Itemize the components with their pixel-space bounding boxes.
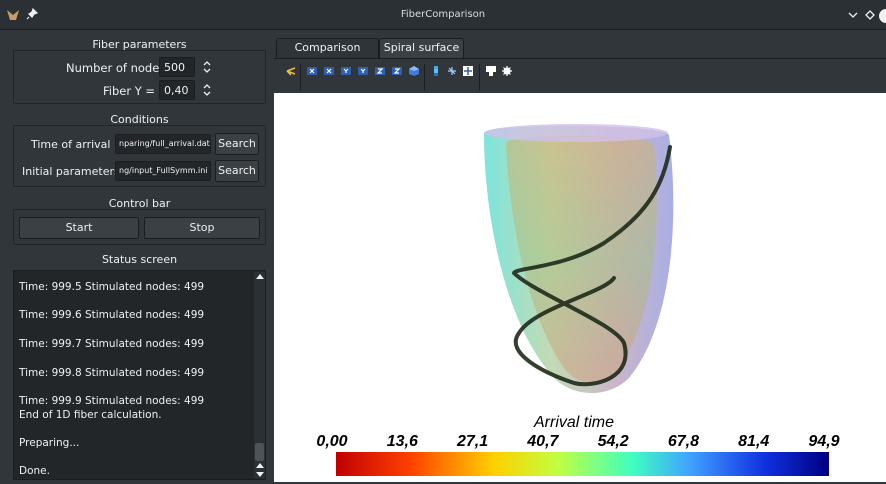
spin-arrows-icon[interactable] <box>202 59 212 75</box>
toolbar-separator <box>300 64 301 90</box>
scroll-down-icon[interactable] <box>256 462 264 478</box>
tab-spiral-surface[interactable]: Spiral surface <box>379 38 464 58</box>
scroll-up-icon[interactable] <box>256 273 264 279</box>
save-icon[interactable] <box>486 66 496 76</box>
spiral-surface-render[interactable]: Arrival time 0,00 13,6 27,1 40,7 54,2 67,8 81,… <box>274 93 886 482</box>
colorbar-tick-label: 13,6 <box>387 433 418 450</box>
view-neg-z-icon[interactable] <box>392 66 402 76</box>
toolbar-separator <box>424 64 425 90</box>
arrival-file-input[interactable]: nparing/full_arrival.dat <box>115 134 211 154</box>
colorbar <box>336 452 829 476</box>
colorbar-tick-label: 54,2 <box>598 433 629 450</box>
status-line: Preparing... <box>19 437 80 449</box>
fiber-parameters-group <box>13 50 266 104</box>
app-logo-icon <box>7 10 19 20</box>
colorbar-tick-label: 0,00 <box>316 433 347 450</box>
nodes-spinbox[interactable]: 500 <box>159 57 211 77</box>
nodes-value: 500 <box>164 61 185 74</box>
axes-icon[interactable] <box>286 66 296 76</box>
toolbar-separator <box>479 64 480 90</box>
fit-icon[interactable] <box>463 66 473 76</box>
status-line: End of 1D fiber calculation. <box>19 409 162 421</box>
status-line: Time: 999.8 Stimulated nodes: 499 <box>19 367 205 379</box>
fiber-parameters-title: Fiber parameters <box>92 38 187 51</box>
view-iso-icon[interactable] <box>409 66 419 76</box>
status-line: Time: 999.5 Stimulated nodes: 499 <box>19 281 205 293</box>
colorbar-tick-label: 27,1 <box>456 433 488 450</box>
control-bar-group <box>13 209 266 245</box>
spin-arrows-icon[interactable] <box>202 82 212 98</box>
fiber-spiral <box>511 145 672 387</box>
colorbar-icon[interactable] <box>431 66 441 76</box>
title-bar: FiberComparison <box>0 0 886 30</box>
rotate-icon[interactable] <box>447 66 457 76</box>
view-x-icon[interactable] <box>307 66 317 76</box>
tab-comparison-graph[interactable]: Comparison graph <box>276 38 379 72</box>
status-line: Done. <box>19 465 50 477</box>
initial-file-value: ng/input_FullSymm.ini <box>119 166 208 175</box>
status-line: Time: 999.6 Stimulated nodes: 499 <box>19 309 205 321</box>
arrival-label: Time of arrival <box>31 138 111 151</box>
view-z-icon[interactable] <box>375 66 385 76</box>
colorbar-title: Arrival time <box>533 414 614 431</box>
nodes-label: Number of nodes: <box>66 61 170 75</box>
initial-search-button[interactable]: Search <box>215 160 259 182</box>
close-button[interactable] <box>879 9 886 23</box>
colorbar-tick-label: 40,7 <box>526 433 559 450</box>
fiber-y-spinbox[interactable]: 0,40 <box>159 80 211 100</box>
pin-icon[interactable] <box>26 8 38 20</box>
colorbar-tick-label: 94,9 <box>808 433 839 450</box>
stop-button[interactable]: Stop <box>144 217 260 239</box>
status-line: Time: 999.7 Stimulated nodes: 499 <box>19 338 205 350</box>
view-neg-x-icon[interactable] <box>324 66 334 76</box>
conditions-title: Conditions <box>110 113 169 126</box>
maximize-icon[interactable] <box>864 9 876 21</box>
start-button[interactable]: Start <box>19 217 139 239</box>
fiber-y-label: Fiber Y = <box>103 84 156 98</box>
spiral-surface-viewport[interactable]: Arrival time 0,00 13,6 27,1 40,7 54,2 67,8 81,… <box>274 93 886 482</box>
conditions-group <box>13 125 266 187</box>
arrival-search-button[interactable]: Search <box>215 133 259 155</box>
status-log[interactable]: Time: 999.5 Stimulated nodes: 499 Time: … <box>13 270 266 480</box>
fiber-y-value: 0,40 <box>164 84 189 97</box>
status-title: Status screen <box>101 253 178 266</box>
initial-label: Initial parameters <box>22 165 120 178</box>
control-bar-title: Control bar <box>108 197 171 210</box>
initial-file-input[interactable]: ng/input_FullSymm.ini <box>115 161 211 181</box>
scrollbar-thumb[interactable] <box>255 443 264 461</box>
colorbar-tick-label: 81,4 <box>738 433 769 450</box>
minimize-icon[interactable] <box>847 9 859 21</box>
colorbar-tick-label: 67,8 <box>668 433 699 450</box>
window-title: FiberComparison <box>400 9 486 20</box>
status-line: Time: 999.9 Stimulated nodes: 499 <box>19 395 205 407</box>
status-scrollbar[interactable] <box>254 272 265 478</box>
heart-shell <box>484 124 674 393</box>
settings-icon[interactable] <box>502 66 512 76</box>
arrival-file-value: nparing/full_arrival.dat <box>119 139 210 148</box>
view-neg-y-icon[interactable] <box>358 66 368 76</box>
view-y-icon[interactable] <box>341 66 351 76</box>
colorbar-tick-labels: 0,00 13,6 27,1 40,7 54,2 67,8 81,4 94,9 <box>316 433 839 450</box>
